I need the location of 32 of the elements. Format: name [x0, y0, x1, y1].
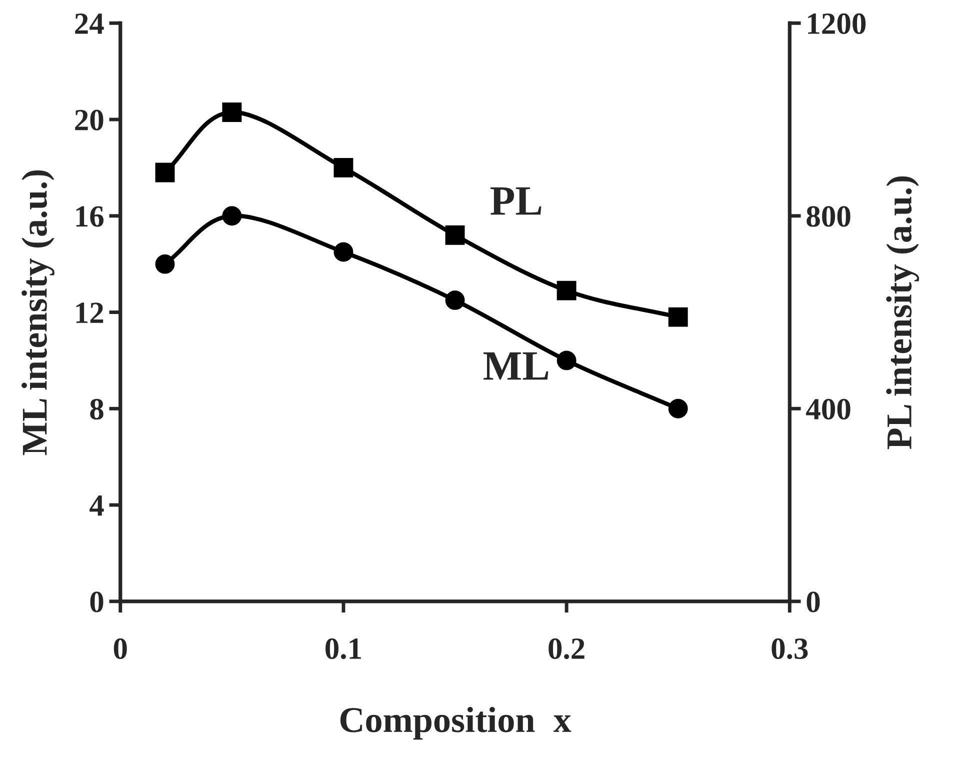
point	[668, 307, 688, 327]
point	[556, 280, 576, 300]
x-tick-label: 0.1	[326, 638, 361, 660]
point	[155, 254, 175, 274]
point	[222, 102, 242, 122]
y-tick-label: 12	[76, 302, 104, 323]
y2-tick-label: 400	[806, 398, 850, 420]
point	[668, 398, 688, 418]
point	[222, 206, 242, 226]
x-tick-label: 0.3	[772, 638, 808, 660]
y-tick-label: 0	[90, 592, 104, 612]
x-axis-title: Composition x	[340, 706, 572, 740]
point	[334, 158, 354, 178]
series-label: ML	[484, 352, 548, 380]
series-label: PL	[490, 187, 542, 215]
point	[445, 290, 465, 310]
y2-tick-label: 0	[806, 592, 820, 612]
point	[155, 162, 175, 182]
y2-tick-label: 800	[806, 206, 850, 227]
point	[334, 242, 354, 262]
y2-tick-label: 1200	[808, 13, 866, 34]
x-tick-label: 0	[114, 638, 127, 659]
y-tick-label: 8	[90, 398, 104, 420]
x-tick-label: 0.2	[548, 638, 584, 660]
y-tick-label: 24	[75, 14, 104, 34]
point	[445, 225, 465, 245]
point	[556, 350, 576, 370]
y-tick-label: 20	[75, 110, 104, 130]
y-tick-label: 16	[76, 206, 104, 227]
y-tick-label: 4	[90, 495, 104, 516]
y2-axis-title: PL intensity (a.u.)	[886, 176, 920, 450]
y-axis-title: ML intensity (a.u.)	[22, 170, 54, 456]
